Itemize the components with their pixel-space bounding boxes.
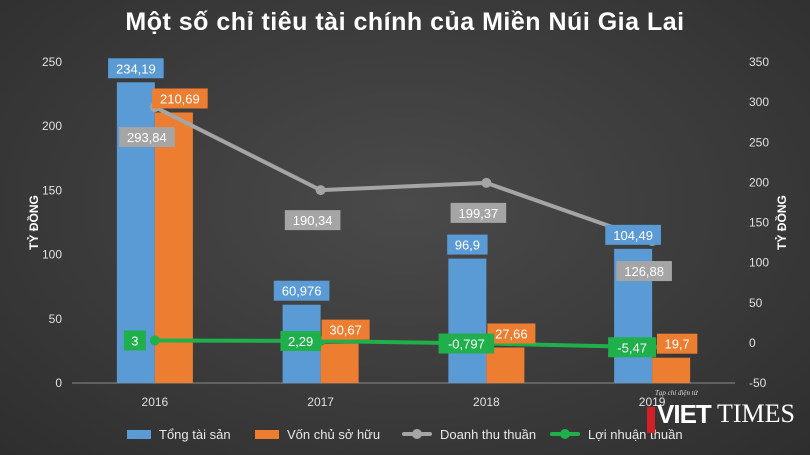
data-label-doanh-thu-thuan: 126,88 bbox=[624, 264, 664, 279]
right-axis-tick-label: 0 bbox=[749, 336, 756, 350]
bar-1 bbox=[652, 357, 691, 383]
data-label-doanh-thu-thuan-box bbox=[284, 210, 341, 231]
data-label-loi-nhuan-thuan: 2,29 bbox=[288, 334, 313, 349]
line-1 bbox=[154, 338, 653, 350]
legend-label-tong-tai-san: Tổng tài sản bbox=[159, 426, 231, 442]
data-label-doanh-thu-thuan: 293,84 bbox=[127, 130, 167, 145]
legend-swatch-tong-tai-san bbox=[127, 429, 151, 439]
data-label-doanh-thu-thuan-box bbox=[450, 202, 507, 223]
data-label-doanh-thu-thuan-box bbox=[616, 261, 672, 282]
data-label-loi-nhuan-thuan: -5,47 bbox=[617, 340, 647, 355]
legend-swatch-von-chu-so-huu bbox=[255, 429, 279, 439]
data-label-von-chu-so-huu-box bbox=[152, 88, 208, 109]
line-point-0 bbox=[481, 177, 492, 188]
legend-swatch-loi-nhuan-thuan bbox=[550, 429, 580, 439]
legend-item-tong-tai-san: Tổng tài sản bbox=[127, 424, 231, 444]
data-label-loi-nhuan-thuan-box bbox=[123, 330, 146, 351]
data-label-tong-tai-san-box bbox=[108, 58, 164, 79]
right-axis-tick-label: -50 bbox=[749, 376, 767, 390]
right-axis-tick-label: 200 bbox=[749, 175, 769, 189]
bar-0 bbox=[448, 258, 487, 383]
left-axis-tick-label: 50 bbox=[49, 312, 63, 326]
left-axis-tick-label: 100 bbox=[42, 248, 62, 262]
bar-1 bbox=[320, 343, 359, 383]
data-label-von-chu-so-huu-box bbox=[487, 323, 536, 344]
left-axis-tick-label: 150 bbox=[42, 183, 62, 197]
data-label-tong-tai-san: 104,49 bbox=[613, 228, 653, 243]
data-label-tong-tai-san-box bbox=[447, 234, 488, 255]
legend-item-loi-nhuan-thuan: Lợi nhuận thuần bbox=[550, 424, 683, 444]
data-label-loi-nhuan-thuan-box bbox=[608, 337, 657, 358]
right-axis-tick-label: 50 bbox=[749, 296, 763, 310]
data-label-von-chu-so-huu-box bbox=[321, 319, 370, 340]
legend-label-doanh-thu-thuan: Doanh thu thuần bbox=[440, 426, 537, 442]
data-label-tong-tai-san: 96,9 bbox=[455, 238, 480, 253]
watermark-brand-left: VIET bbox=[657, 399, 712, 429]
x-axis-tick-label: 2016 bbox=[142, 395, 169, 409]
data-label-doanh-thu-thuan: 190,34 bbox=[293, 213, 333, 228]
line-point-1 bbox=[149, 335, 160, 346]
data-label-tong-tai-san: 60,976 bbox=[282, 284, 322, 299]
watermark-brand-right: TIMES bbox=[717, 399, 795, 428]
viettimes-watermark: Tạp chí điện tử VIET TIMES bbox=[647, 383, 807, 451]
data-label-tong-tai-san: 234,19 bbox=[116, 61, 156, 76]
chart-title: Một số chỉ tiêu tài chính của Miền Núi G… bbox=[125, 8, 685, 36]
legend-item-von-chu-so-huu: Vốn chủ sở hữu bbox=[255, 424, 380, 444]
right-axis-tick-label: 100 bbox=[749, 256, 769, 270]
legend: Tổng tài sản Vốn chủ sở hữu Doanh thu th… bbox=[0, 424, 810, 444]
right-axis-tick-label: 150 bbox=[749, 216, 769, 230]
legend-label-von-chu-so-huu: Vốn chủ sở hữu bbox=[287, 426, 381, 442]
data-label-von-chu-so-huu-box bbox=[656, 333, 698, 354]
right-axis-title: TỶ ĐỒNG bbox=[774, 195, 789, 250]
data-label-von-chu-so-huu: 210,69 bbox=[160, 91, 200, 106]
legend-swatch-doanh-thu-thuan bbox=[402, 429, 432, 439]
data-label-von-chu-so-huu: 30,67 bbox=[329, 323, 362, 338]
x-axis-tick-label: 2017 bbox=[307, 395, 334, 409]
legend-item-doanh-thu-thuan: Doanh thu thuần bbox=[402, 424, 536, 444]
left-axis-title: TỶ ĐỒNG bbox=[26, 195, 41, 250]
data-label-loi-nhuan-thuan: 3 bbox=[131, 333, 138, 348]
data-label-tong-tai-san-box bbox=[605, 224, 661, 245]
data-label-von-chu-so-huu: 19,7 bbox=[664, 337, 689, 352]
data-label-doanh-thu-thuan: 199,37 bbox=[458, 206, 498, 221]
left-axis-tick-label: 200 bbox=[42, 119, 62, 133]
data-label-loi-nhuan-thuan: -0,797 bbox=[448, 337, 485, 352]
data-label-von-chu-so-huu: 27,66 bbox=[495, 326, 528, 341]
bar-1 bbox=[154, 112, 193, 384]
legend-label-loi-nhuan-thuan: Lợi nhuận thuần bbox=[588, 426, 683, 442]
left-axis-tick-label: 250 bbox=[42, 55, 62, 69]
data-label-loi-nhuan-thuan-box bbox=[280, 331, 321, 352]
line-0 bbox=[153, 105, 653, 243]
data-label-tong-tai-san-box bbox=[273, 280, 330, 301]
x-axis-tick-label: 2018 bbox=[473, 395, 500, 409]
right-axis-tick-label: 300 bbox=[749, 95, 769, 109]
right-axis-tick-label: 350 bbox=[749, 55, 769, 69]
watermark-tagline: Tạp chí điện tử bbox=[655, 389, 698, 397]
data-label-loi-nhuan-thuan-box bbox=[438, 333, 495, 354]
left-axis-tick-label: 0 bbox=[55, 376, 62, 390]
data-label-doanh-thu-thuan-box bbox=[119, 127, 175, 148]
right-axis-tick-label: 250 bbox=[749, 135, 769, 149]
watermark-red-bar bbox=[647, 407, 655, 433]
line-point-0 bbox=[315, 185, 326, 196]
x-axis-tick-label: 2019 bbox=[639, 395, 666, 409]
